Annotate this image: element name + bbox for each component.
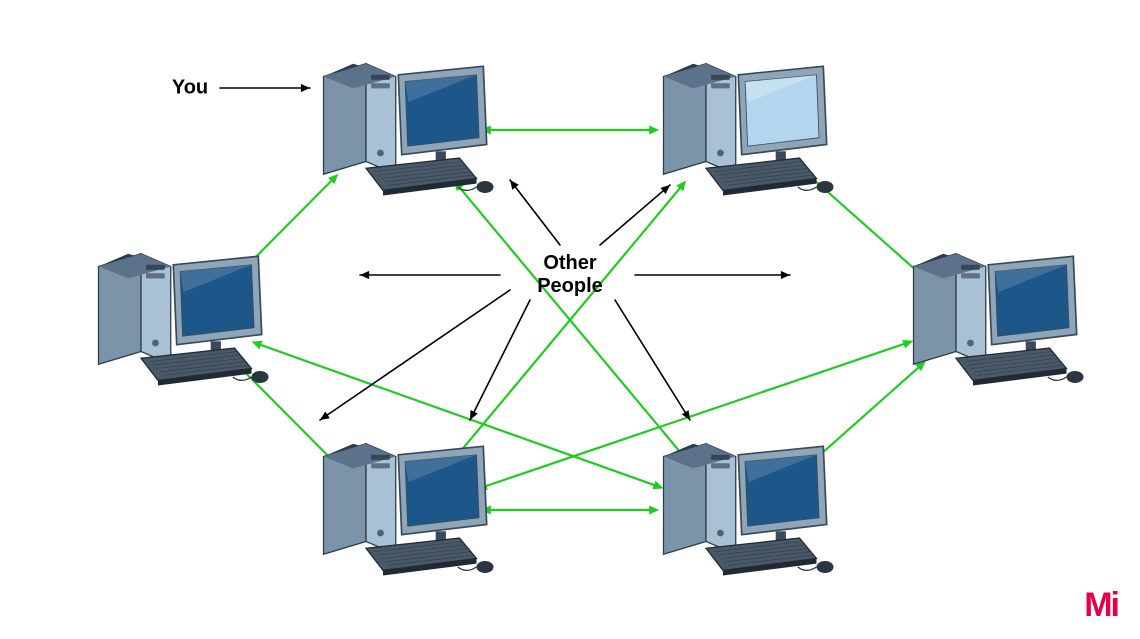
computer-node-botL xyxy=(307,431,494,589)
computer-node-midL xyxy=(82,241,269,399)
computer-node-topL xyxy=(307,51,494,209)
diagram-stage: You Other People Mi xyxy=(0,0,1140,639)
brand-logo: Mi xyxy=(1084,586,1118,625)
computer-node-topR xyxy=(647,51,834,209)
label-other: Other People xyxy=(537,252,603,298)
computer-node-midR xyxy=(897,241,1084,399)
label-you: You xyxy=(172,77,208,100)
computer-node-botR xyxy=(647,431,834,589)
brand-logo-text: Mi xyxy=(1084,586,1118,624)
